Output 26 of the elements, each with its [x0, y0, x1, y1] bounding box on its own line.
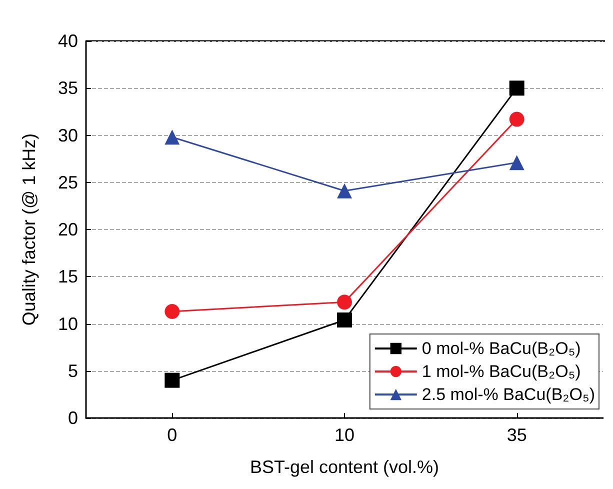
point: [337, 312, 352, 328]
y-tick-label: 25: [58, 172, 78, 192]
point: [509, 155, 524, 170]
legend-label: 0 mol-% BaCu(B₂O₅): [422, 339, 581, 358]
x-axis-title: BST-gel content (vol.%): [250, 457, 440, 477]
point: [509, 80, 524, 96]
x-tick-label: 0: [167, 425, 178, 445]
y-tick-label: 35: [58, 78, 78, 98]
y-tick-label: 10: [58, 314, 78, 334]
legend-label: 1 mol-% BaCu(B₂O₅): [422, 362, 581, 381]
point: [164, 372, 180, 388]
x-tick-label: 35: [506, 425, 527, 445]
point: [164, 304, 180, 319]
y-tick-label: 5: [68, 360, 78, 381]
point: [509, 112, 524, 127]
y-tick-label: 40: [58, 31, 78, 51]
legend-label: 2.5 mol-% BaCu(B₂O₅): [422, 385, 596, 404]
y-tick-label: 20: [58, 220, 78, 240]
y-tick-label: 30: [58, 125, 78, 146]
y-tick-label: 0: [68, 408, 78, 428]
x-tick-label: 10: [334, 425, 355, 445]
point: [337, 183, 352, 198]
point: [164, 130, 180, 145]
y-tick-label: 15: [58, 266, 78, 287]
point: [337, 294, 352, 310]
y-axis-title: Quality factor (@ 1 kHz): [19, 133, 39, 326]
